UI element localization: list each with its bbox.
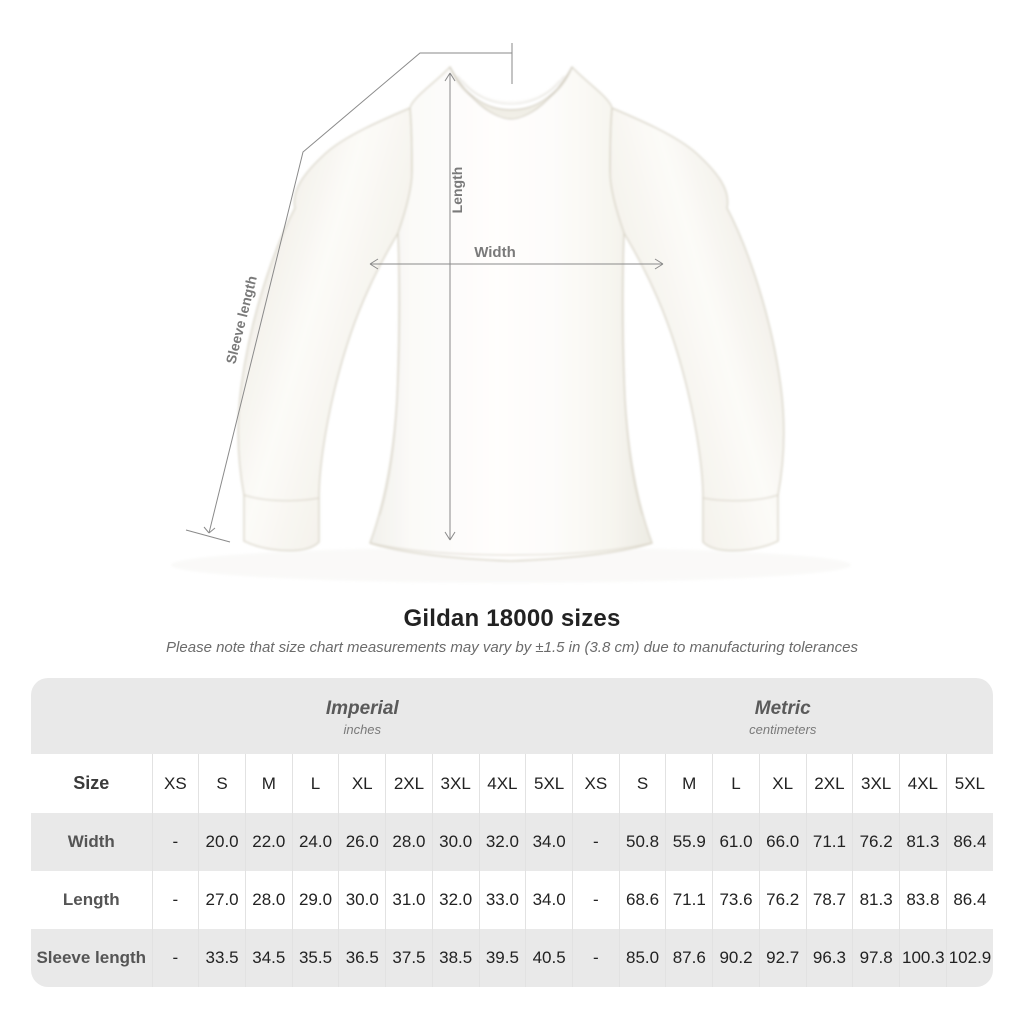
svg-text:Sleeve length: Sleeve length bbox=[222, 274, 259, 365]
svg-text:Length: Length bbox=[449, 167, 465, 214]
svg-text:Width: Width bbox=[474, 244, 516, 261]
